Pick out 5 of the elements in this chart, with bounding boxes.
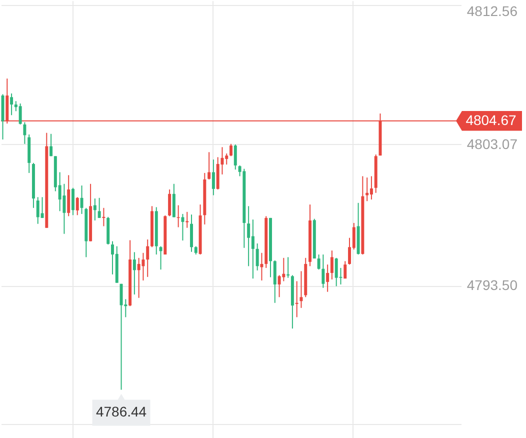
y-tick-label: 4793.50 <box>466 277 518 294</box>
y-tick-label: 4812.56 <box>466 3 518 20</box>
annotation: 4786.44 <box>96 404 147 420</box>
ref-line-label: 4804.67 <box>466 112 517 128</box>
y-tick-label: 4803.07 <box>466 136 518 152</box>
